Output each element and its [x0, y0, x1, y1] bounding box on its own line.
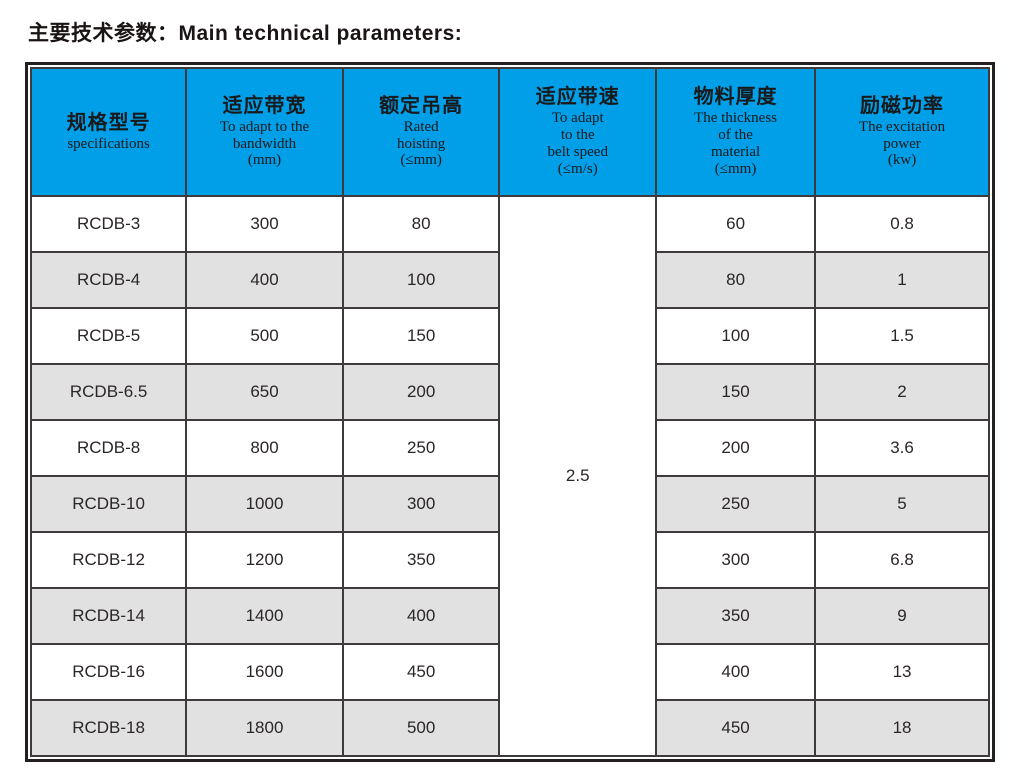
cell-hoisting: 450	[341, 643, 501, 701]
cell-model: RCDB-5	[29, 307, 188, 365]
cell-thickness: 200	[655, 419, 817, 477]
header-bandwidth-zh: 适应带宽	[222, 94, 307, 117]
cell-hoisting: 250	[341, 419, 501, 477]
cell-model: RCDB-12	[29, 531, 188, 589]
table-row: RCDB-4 400 100 80 1	[29, 251, 990, 309]
header-excitation-power-zh: 励磁功率	[860, 94, 945, 117]
cell-hoisting: 300	[341, 475, 501, 533]
header-specifications: 规格型号 specifications	[29, 67, 188, 197]
cell-bandwidth: 300	[185, 195, 344, 253]
header-bandwidth: 适应带宽 To adapt to the bandwidth (mm)	[185, 67, 344, 197]
cell-model: RCDB-6.5	[29, 363, 188, 421]
cell-hoisting: 400	[341, 587, 501, 645]
table-row: RCDB-18 1800 500 450 18	[29, 699, 990, 757]
cell-thickness: 300	[655, 531, 817, 589]
header-excitation-power-en: The excitation power (kw)	[858, 118, 946, 169]
cell-hoisting: 500	[341, 699, 501, 757]
cell-model: RCDB-4	[29, 251, 188, 309]
cell-power: 1.5	[814, 307, 990, 365]
cell-model: RCDB-16	[29, 643, 188, 701]
cell-power: 2	[814, 363, 990, 421]
cell-hoisting: 80	[341, 195, 501, 253]
cell-thickness: 450	[655, 699, 817, 757]
cell-model: RCDB-8	[29, 419, 188, 477]
table-row: RCDB-3 300 80 2.5 60 0.8	[29, 195, 990, 757]
cell-thickness: 80	[655, 251, 817, 309]
header-belt-speed: 适应带速 To adapt to the belt speed (≤m/s)	[498, 67, 658, 197]
header-row: 规格型号 specifications 适应带宽 To adapt to the…	[29, 67, 990, 197]
cell-thickness: 250	[655, 475, 817, 533]
parameters-table: 规格型号 specifications 适应带宽 To adapt to the…	[29, 67, 990, 757]
cell-belt-speed-merged: 2.5	[498, 195, 658, 757]
cell-bandwidth: 800	[185, 419, 344, 477]
header-material-thickness-en: The thickness of the material (≤mm)	[694, 110, 778, 177]
table-row: RCDB-14 1400 400 350 9	[29, 587, 990, 645]
cell-power: 3.6	[814, 419, 990, 477]
cell-hoisting: 150	[341, 307, 501, 365]
header-bandwidth-en: To adapt to the bandwidth (mm)	[219, 118, 310, 169]
page-title: 主要技术参数：Main technical parameters:	[28, 22, 463, 45]
header-specifications-en: specifications	[67, 135, 150, 152]
cell-model: RCDB-14	[29, 587, 188, 645]
cell-power: 1	[814, 251, 990, 309]
cell-power: 6.8	[814, 531, 990, 589]
table-row: RCDB-5 500 150 100 1.5	[29, 307, 990, 365]
cell-power: 0.8	[814, 195, 990, 253]
header-material-thickness: 物料厚度 The thickness of the material (≤mm)	[655, 67, 817, 197]
cell-thickness: 150	[655, 363, 817, 421]
cell-bandwidth: 1000	[185, 475, 344, 533]
header-excitation-power: 励磁功率 The excitation power (kw)	[814, 67, 990, 197]
cell-bandwidth: 1800	[185, 699, 344, 757]
header-material-thickness-zh: 物料厚度	[693, 86, 778, 109]
cell-thickness: 350	[655, 587, 817, 645]
table-row: RCDB-6.5 650 200 150 2	[29, 363, 990, 421]
cell-hoisting: 200	[341, 363, 501, 421]
header-specifications-zh: 规格型号	[66, 111, 151, 134]
header-belt-speed-zh: 适应带速	[535, 86, 620, 109]
cell-bandwidth: 1400	[185, 587, 344, 645]
table-row: RCDB-8 800 250 200 3.6	[29, 419, 990, 477]
cell-bandwidth: 1600	[185, 643, 344, 701]
table-row: RCDB-12 1200 350 300 6.8	[29, 531, 990, 589]
cell-hoisting: 100	[341, 251, 501, 309]
cell-thickness: 60	[655, 195, 817, 253]
table-row: RCDB-16 1600 450 400 13	[29, 643, 990, 701]
cell-power: 13	[814, 643, 990, 701]
cell-bandwidth: 1200	[185, 531, 344, 589]
cell-bandwidth: 650	[185, 363, 344, 421]
header-rated-hoisting: 额定吊高 Rated hoisting (≤mm)	[341, 67, 501, 197]
cell-thickness: 400	[655, 643, 817, 701]
header-belt-speed-en: To adapt to the belt speed (≤m/s)	[547, 110, 608, 177]
cell-model: RCDB-18	[29, 699, 188, 757]
cell-thickness: 100	[655, 307, 817, 365]
cell-power: 5	[814, 475, 990, 533]
cell-bandwidth: 400	[185, 251, 344, 309]
cell-hoisting: 350	[341, 531, 501, 589]
table-row: RCDB-10 1000 300 250 5	[29, 475, 990, 533]
cell-power: 9	[814, 587, 990, 645]
cell-bandwidth: 500	[185, 307, 344, 365]
cell-model: RCDB-10	[29, 475, 188, 533]
parameters-table-frame: 规格型号 specifications 适应带宽 To adapt to the…	[25, 62, 995, 762]
header-rated-hoisting-en: Rated hoisting (≤mm)	[396, 118, 446, 169]
header-rated-hoisting-zh: 额定吊高	[379, 94, 464, 117]
cell-model: RCDB-3	[29, 195, 188, 253]
cell-power: 18	[814, 699, 990, 757]
